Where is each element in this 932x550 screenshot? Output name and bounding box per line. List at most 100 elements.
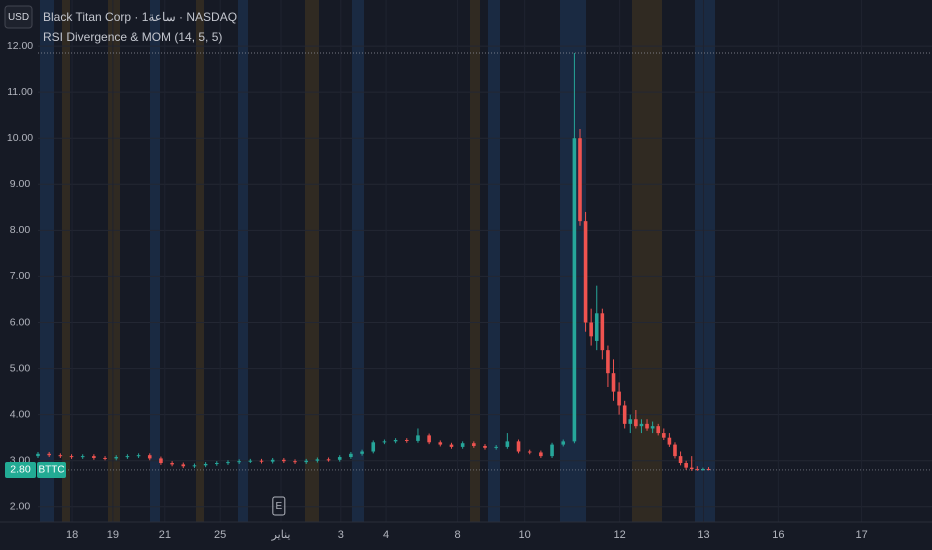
- candle-body: [58, 455, 63, 457]
- session-band: [305, 0, 319, 522]
- candle-body: [304, 460, 308, 463]
- candle-body: [589, 322, 593, 337]
- candle-body: [662, 433, 666, 438]
- candle-body: [449, 444, 454, 447]
- session-band: [62, 0, 70, 522]
- candle-body: [92, 456, 96, 458]
- y-tick-label: 4.00: [10, 408, 31, 420]
- candle-body: [170, 463, 174, 465]
- last-price-label: 2.80: [10, 464, 31, 476]
- candle-body: [80, 456, 85, 458]
- candle-body: [639, 423, 644, 427]
- x-tick-label: 25: [214, 529, 226, 541]
- y-tick-label: 8.00: [10, 224, 31, 236]
- candle-body: [438, 442, 443, 445]
- candle-body: [617, 391, 621, 406]
- candle-body: [684, 463, 688, 468]
- x-tick-label: 4: [383, 529, 389, 541]
- candle-body: [36, 453, 40, 457]
- x-tick-label: 12: [614, 529, 626, 541]
- candle-body: [550, 444, 554, 457]
- candle-body: [527, 451, 532, 453]
- candle-body: [315, 459, 320, 461]
- x-tick-label: يناير: [271, 529, 291, 541]
- candle-body: [645, 423, 649, 429]
- candle-body: [656, 426, 661, 434]
- x-tick-label: 18: [66, 529, 78, 541]
- y-tick-label: 9.00: [10, 178, 31, 190]
- session-band: [150, 0, 160, 522]
- y-tick-label: 7.00: [10, 270, 31, 282]
- candle-body: [215, 463, 219, 465]
- candle-body: [103, 457, 107, 459]
- candle-body: [611, 373, 616, 392]
- session-band: [695, 0, 715, 522]
- y-tick-label: 6.00: [10, 316, 31, 328]
- session-band: [470, 0, 480, 522]
- candle-body: [226, 462, 230, 464]
- candle-body: [371, 442, 376, 452]
- y-tick-label: 5.00: [10, 362, 31, 374]
- currency-box: [4, 5, 33, 29]
- candle-body: [427, 435, 431, 443]
- candle-body: [606, 350, 610, 374]
- grid: [38, 0, 932, 522]
- candle-body: [460, 443, 465, 447]
- session-band: [196, 0, 204, 522]
- x-axis-bg: [0, 522, 932, 550]
- candle-body: [505, 441, 510, 447]
- candle-body: [650, 426, 655, 429]
- candle-body: [561, 441, 566, 445]
- x-tick-label: 19: [107, 529, 119, 541]
- session-band: [488, 0, 500, 522]
- candle-body: [47, 453, 51, 456]
- candle-body: [516, 441, 521, 452]
- candle-body: [483, 445, 487, 448]
- candle-body: [594, 313, 599, 341]
- candle-body: [701, 469, 705, 471]
- candle-body: [326, 459, 331, 461]
- candle-body: [360, 451, 364, 454]
- currency: USD: [8, 12, 29, 23]
- candle-body: [382, 441, 387, 443]
- candle-body: [622, 405, 627, 424]
- candle-body: [248, 460, 253, 462]
- candle-body: [237, 461, 241, 463]
- y-tick-label: 11.00: [7, 86, 33, 98]
- candle-body: [293, 461, 297, 463]
- x-tick-label: 16: [772, 529, 784, 541]
- x-tick-label: 21: [159, 529, 171, 541]
- x-tick-label: 13: [697, 529, 709, 541]
- candle-body: [181, 464, 186, 467]
- earnings-label: E: [275, 501, 282, 512]
- x-tick-label: 17: [855, 529, 867, 541]
- candle-body: [147, 455, 152, 459]
- candle-body: [572, 138, 577, 442]
- candle-body: [136, 455, 141, 457]
- candle-body: [270, 459, 275, 462]
- session-band: [352, 0, 364, 522]
- candle-body: [706, 469, 711, 471]
- x-tick-label: 10: [519, 529, 531, 541]
- candle-body: [494, 446, 498, 448]
- y-tick-label: 2.00: [10, 501, 31, 513]
- candle-body: [125, 456, 130, 458]
- candle-body: [472, 443, 476, 446]
- y-tick-label: 12.00: [7, 40, 33, 52]
- candle-body: [203, 463, 208, 466]
- session-band: [238, 0, 248, 522]
- last-price-box: [5, 461, 36, 478]
- candle-body: [689, 467, 694, 470]
- candle-body: [600, 313, 605, 351]
- candle-body: [628, 419, 633, 424]
- session-bands: [40, 0, 715, 522]
- candle-body: [282, 459, 286, 462]
- candle-body: [404, 439, 409, 441]
- candle-body: [539, 452, 543, 457]
- chart-subtitle: RSI Divergence & MOM (14, 5, 5): [43, 30, 222, 44]
- plot: [36, 52, 932, 471]
- candle-body: [393, 439, 398, 442]
